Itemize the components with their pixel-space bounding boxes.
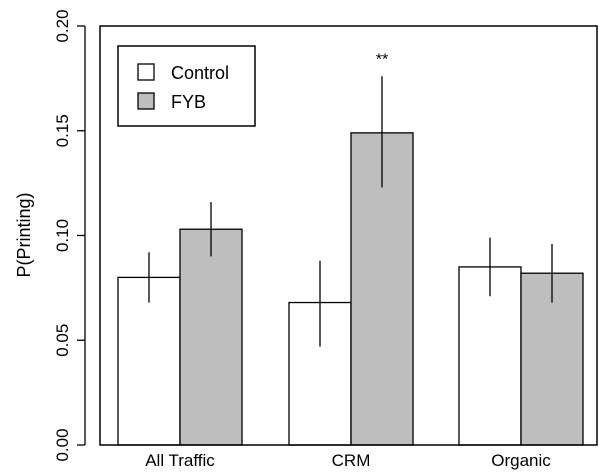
y-tick-label-4: 0.20 [53,9,72,42]
x-category-label-crm: CRM [332,451,371,470]
legend-label-fyb: FYB [171,92,206,112]
y-tick-label-2: 0.10 [53,219,72,252]
x-category-label-organic: Organic [491,451,551,470]
legend-swatch-control [137,63,155,81]
legend: Control FYB [117,45,256,127]
y-axis: 0.00 0.05 0.10 0.15 0.20 [53,9,86,462]
y-tick-label-0: 0.00 [53,428,72,461]
significance-annotation-0: ** [376,51,388,68]
legend-label-control: Control [171,63,229,83]
y-tick-label-1: 0.05 [53,324,72,357]
bar-fyb-all-traffic [179,228,243,446]
x-category-label-all-traffic: All Traffic [145,451,215,470]
bars-layer [117,132,584,446]
x-axis: All Traffic CRM Organic [145,451,551,470]
y-axis-label: P(Printing) [14,192,34,277]
error-bars-layer [148,76,553,347]
plot-frame [99,25,598,446]
legend-box [117,45,256,127]
legend-swatch-fyb [137,92,155,110]
bar-control-all-traffic [117,276,181,446]
annotations: ** [376,51,388,68]
y-tick-label-3: 0.15 [53,114,72,147]
